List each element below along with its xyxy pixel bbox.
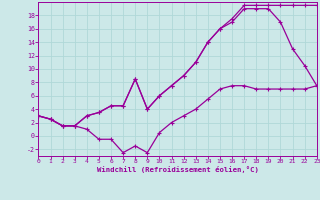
X-axis label: Windchill (Refroidissement éolien,°C): Windchill (Refroidissement éolien,°C) <box>97 166 259 173</box>
